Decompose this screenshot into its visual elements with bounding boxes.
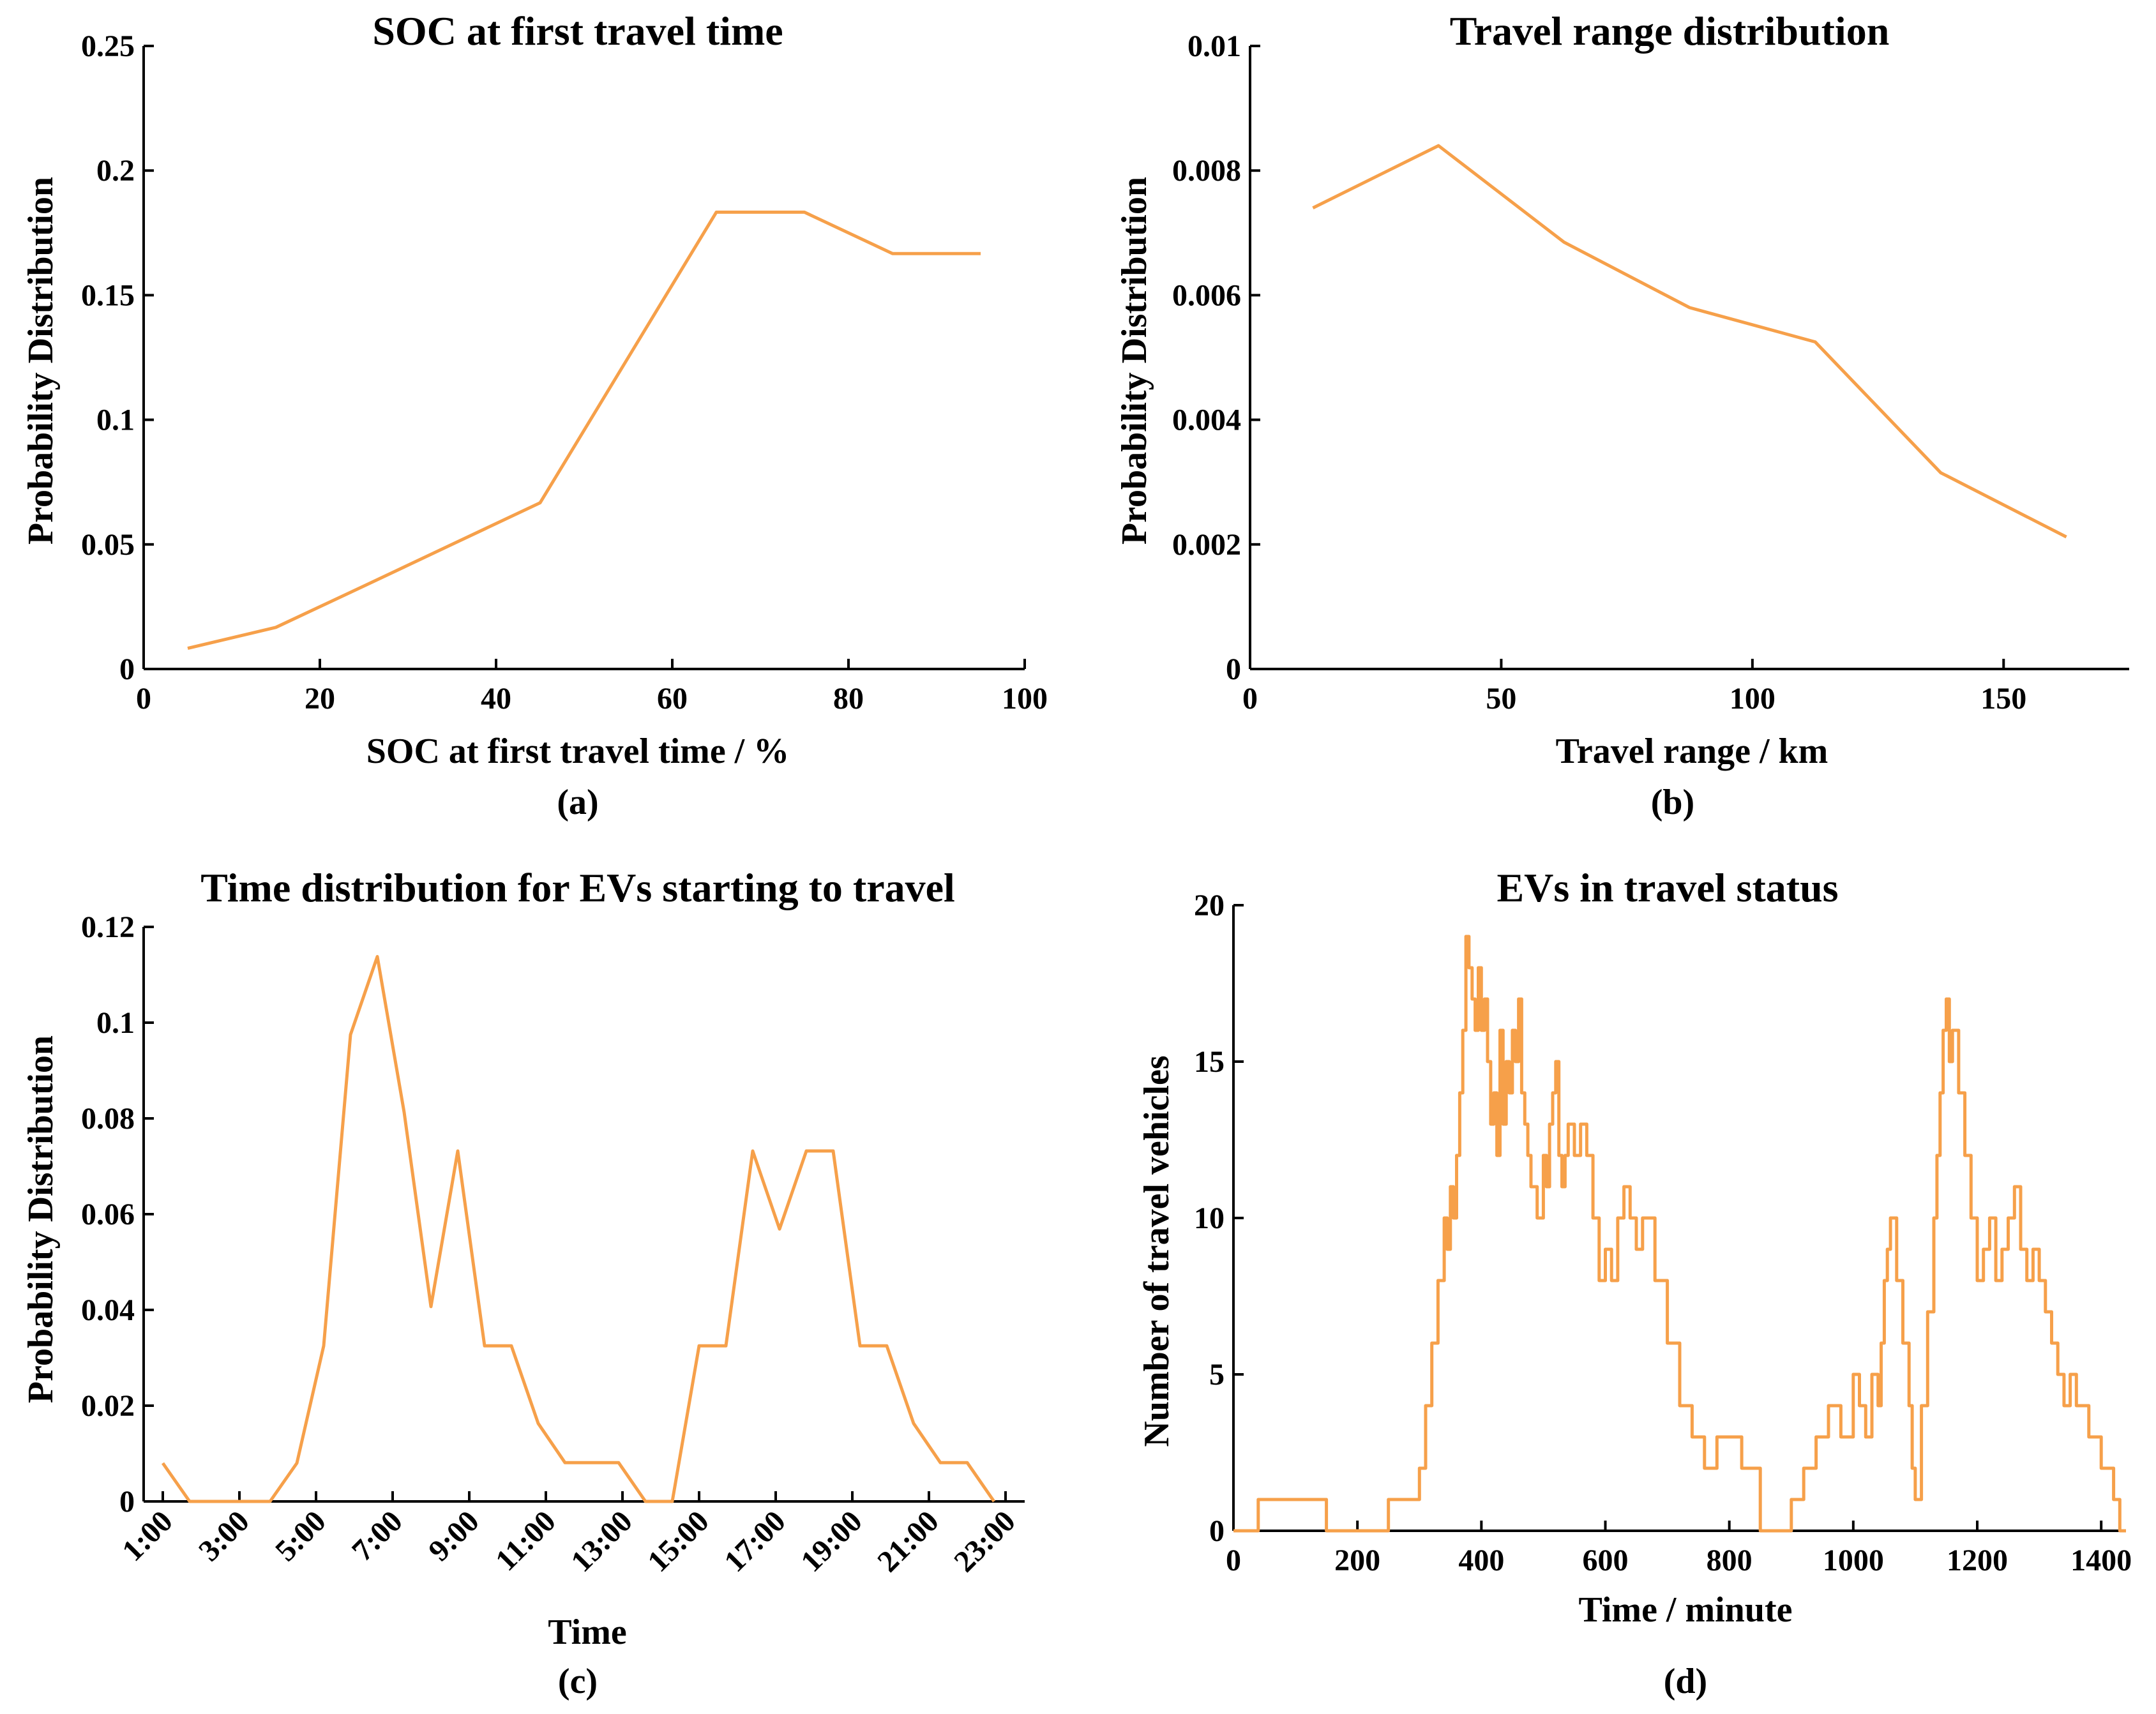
chart-b-caption: (b)	[1651, 783, 1694, 822]
chart-b-xtick-label: 100	[1730, 682, 1775, 716]
chart-b-ytick-label: 0.006	[1172, 278, 1241, 312]
chart-c-title: Time distribution for EVs starting to tr…	[200, 865, 955, 910]
chart-b-xtick-label: 0	[1242, 682, 1258, 716]
chart-d-xtick-label: 1200	[1947, 1544, 2008, 1577]
chart-b: Travel range distribution Travel range /…	[1115, 8, 2129, 822]
chart-d-ytick-label: 0	[1209, 1514, 1225, 1548]
chart-a-ytick-label: 0.1	[96, 403, 135, 437]
chart-c-xtick-label: 9:00	[422, 1504, 486, 1568]
chart-c-xlabel: Time	[548, 1613, 626, 1652]
chart-b-series-line	[1312, 144, 2067, 539]
chart-c-ytick-label: 0.06	[81, 1198, 135, 1231]
chart-c-xtick-label: 17:00	[718, 1504, 792, 1579]
chart-a-xtick-label: 20	[305, 682, 335, 716]
chart-c-caption: (c)	[558, 1662, 598, 1701]
chart-c: Time distribution for EVs starting to tr…	[21, 865, 1025, 1701]
chart-c-xtick-label: 21:00	[871, 1504, 946, 1579]
chart-d-ytick-label: 20	[1194, 889, 1225, 922]
chart-c-xtick-label: 19:00	[794, 1504, 869, 1579]
chart-a-xtick-label: 40	[481, 682, 511, 716]
chart-d-title: EVs in travel status	[1496, 865, 1838, 910]
chart-d-xlabel: Time / minute	[1579, 1590, 1793, 1630]
chart-c-xtick-label: 13:00	[564, 1504, 639, 1579]
chart-c-xtick-label: 3:00	[192, 1504, 256, 1568]
chart-d-xtick-label: 400	[1458, 1544, 1504, 1577]
chart-c-xtick-label: 23:00	[947, 1504, 1022, 1579]
chart-d-xtick-label: 600	[1583, 1544, 1629, 1577]
chart-a-ytick-label: 0	[119, 652, 135, 686]
chart-d-ytick-label: 10	[1194, 1201, 1225, 1235]
chart-c-ylabel: Probability Distribution	[21, 1035, 61, 1403]
chart-a-ytick-label: 0.15	[81, 278, 135, 312]
chart-c-series-line	[161, 955, 996, 1503]
chart-a-ytick-label: 0.05	[81, 528, 135, 562]
chart-b-xlabel: Travel range / km	[1556, 732, 1828, 771]
chart-b-ytick-label: 0.01	[1187, 29, 1241, 63]
chart-c-ytick-label: 0	[119, 1485, 135, 1519]
chart-a-xlabel: SOC at first travel time / %	[366, 732, 789, 771]
chart-d-series-line	[1233, 935, 2126, 1533]
chart-a-ytick-label: 0.2	[96, 154, 135, 188]
chart-c-ytick-label: 0.02	[81, 1389, 135, 1423]
chart-b-xtick-label: 150	[1980, 682, 2026, 716]
chart-b-ytick-label: 0.004	[1172, 403, 1241, 437]
chart-a-ytick-label: 0.25	[81, 29, 135, 63]
chart-b-ytick-label: 0.002	[1172, 528, 1241, 562]
chart-b-title: Travel range distribution	[1450, 8, 1890, 54]
chart-d-xtick-label: 1000	[1823, 1544, 1884, 1577]
chart-c-ytick-label: 0.1	[96, 1006, 135, 1040]
chart-a: SOC at first travel time SOC at first tr…	[21, 8, 1048, 822]
chart-d-ylabel: Number of travel vehicles	[1137, 1055, 1177, 1447]
chart-c-ytick-label: 0.12	[81, 910, 135, 944]
chart-d-xtick-label: 1400	[2070, 1544, 2132, 1577]
chart-a-xtick-label: 80	[833, 682, 864, 716]
chart-b-ytick-label: 0	[1226, 652, 1241, 686]
chart-c-xtick-label: 5:00	[269, 1504, 333, 1568]
chart-c-xtick-label: 11:00	[489, 1504, 562, 1577]
chart-d-xtick-label: 200	[1334, 1544, 1380, 1577]
chart-c-ytick-label: 0.04	[81, 1293, 135, 1327]
chart-a-xtick-label: 100	[1002, 682, 1048, 716]
chart-c-xtick-label: 15:00	[641, 1504, 716, 1579]
chart-d-ytick-label: 15	[1194, 1045, 1225, 1079]
chart-c-xtick-label: 7:00	[345, 1504, 409, 1568]
chart-d: EVs in travel status Time / minute Numbe…	[1137, 865, 2132, 1701]
chart-a-series-line	[187, 210, 981, 650]
chart-d-ytick-label: 5	[1209, 1358, 1225, 1392]
chart-b-ytick-label: 0.008	[1172, 154, 1241, 188]
chart-b-ylabel: Probability Distribution	[1115, 177, 1154, 545]
chart-c-ytick-label: 0.08	[81, 1102, 135, 1136]
chart-d-caption: (d)	[1664, 1662, 1707, 1701]
chart-b-xtick-label: 50	[1486, 682, 1516, 716]
chart-d-xtick-label: 800	[1707, 1544, 1753, 1577]
chart-a-xtick-label: 60	[657, 682, 688, 716]
chart-a-xtick-label: 0	[136, 682, 151, 716]
chart-a-caption: (a)	[557, 783, 598, 822]
chart-a-ylabel: Probability Distribution	[21, 177, 61, 545]
chart-a-title: SOC at first travel time	[372, 8, 783, 54]
chart-d-xtick-label: 0	[1226, 1544, 1241, 1577]
